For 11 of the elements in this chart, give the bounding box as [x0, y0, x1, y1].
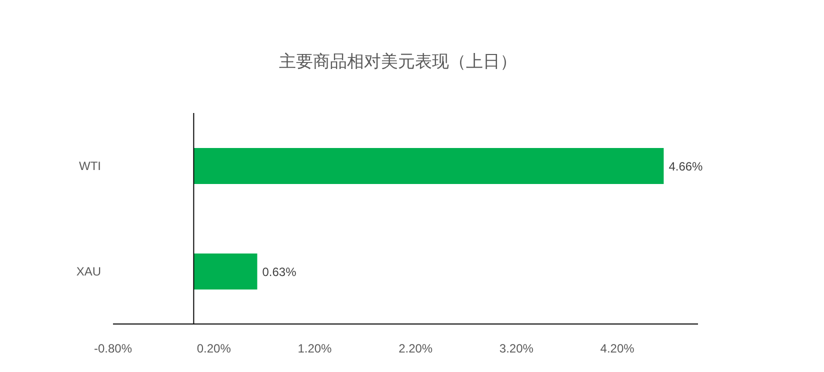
x-tick-label: 1.20% [298, 342, 332, 356]
x-tick-label: 3.20% [499, 342, 534, 356]
y-tick-label: XAU [76, 264, 101, 279]
x-tick-label: 2.20% [398, 342, 433, 356]
chart-title: 主要商品相对美元表现（上日） [278, 51, 518, 73]
data-label: 0.63% [262, 264, 297, 279]
x-tick-label: -0.80% [94, 342, 132, 356]
x-tick-label: 0.20% [196, 342, 232, 356]
x-tick-label: 4.20% [600, 342, 635, 356]
y-tick-label: WTI [79, 159, 101, 174]
data-label: 4.66% [668, 159, 704, 174]
